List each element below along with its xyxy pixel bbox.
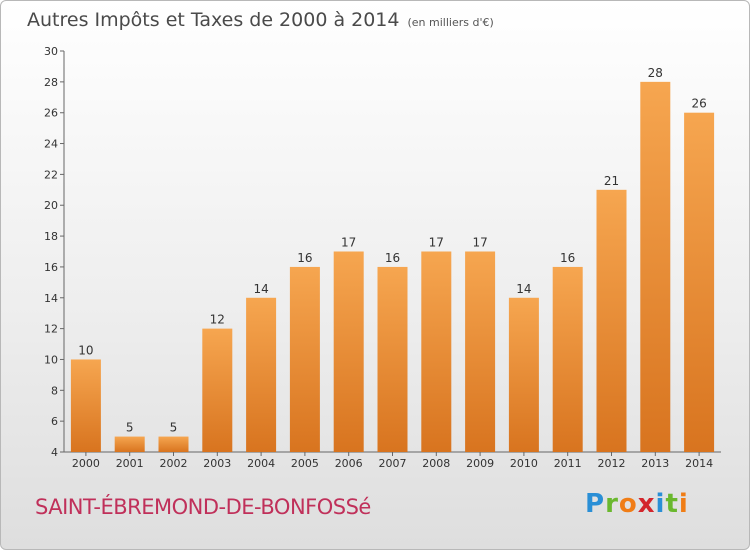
bar: [640, 81, 671, 452]
bar: [508, 297, 539, 452]
data-label: 17: [341, 236, 356, 250]
x-tick-label: 2012: [598, 457, 626, 470]
bar: [202, 328, 233, 452]
y-tick-label: 30: [44, 45, 58, 58]
y-tick-label: 14: [44, 292, 58, 305]
bar: [465, 251, 496, 452]
bar: [684, 112, 715, 452]
bar: [421, 251, 452, 452]
x-tick-label: 2009: [466, 457, 494, 470]
x-tick-label: 2005: [291, 457, 319, 470]
bar: [114, 436, 145, 452]
logo-letter: o: [618, 489, 638, 519]
x-tick-label: 2001: [116, 457, 144, 470]
x-tick-label: 2013: [641, 457, 669, 470]
data-label: 5: [170, 421, 178, 435]
x-tick-label: 2010: [510, 457, 538, 470]
y-tick-label: 4: [51, 446, 58, 459]
x-tick-label: 2000: [72, 457, 100, 470]
proxiti-logo: Proxiti: [585, 489, 689, 519]
data-label: 14: [516, 282, 531, 296]
x-tick-label: 2003: [203, 457, 231, 470]
x-tick-label: 2006: [335, 457, 363, 470]
data-label: 21: [604, 174, 619, 188]
x-tick-label: 2007: [379, 457, 407, 470]
x-tick-label: 2011: [554, 457, 582, 470]
logo-letter: x: [637, 489, 656, 519]
bar: [377, 266, 408, 452]
chart-title: Autres Impôts et Taxes de 2000 à 2014: [27, 9, 400, 31]
y-tick-label: 28: [44, 76, 58, 89]
bar: [158, 436, 189, 452]
y-tick-label: 24: [44, 138, 58, 151]
data-label: 10: [78, 343, 93, 357]
data-label: 14: [253, 282, 268, 296]
y-tick-label: 26: [44, 107, 58, 120]
logo-letter: t: [665, 489, 679, 519]
data-label: 16: [560, 251, 575, 265]
chart-subtitle: (en milliers d'€): [407, 16, 494, 29]
x-tick-label: 2004: [247, 457, 275, 470]
logo-letter: i: [678, 489, 689, 519]
logo-letter: r: [605, 489, 619, 519]
data-label: 17: [429, 236, 444, 250]
logo-letter: P: [585, 489, 606, 519]
bar: [289, 266, 320, 452]
x-tick-label: 2008: [422, 457, 450, 470]
bar: [70, 359, 101, 452]
y-tick-label: 22: [44, 168, 58, 181]
bar: [246, 297, 277, 452]
chart-title-row: Autres Impôts et Taxes de 2000 à 2014 (en…: [27, 9, 494, 31]
x-tick-label: 2014: [685, 457, 713, 470]
y-tick-label: 12: [44, 323, 58, 336]
y-tick-label: 8: [51, 384, 58, 397]
bar: [552, 266, 583, 452]
bar: [596, 189, 627, 453]
data-label: 16: [297, 251, 312, 265]
data-label: 28: [648, 66, 663, 80]
y-tick-label: 6: [51, 415, 58, 428]
y-tick-label: 20: [44, 199, 58, 212]
y-tick-label: 16: [44, 261, 58, 274]
logo-letter: i: [655, 489, 666, 519]
data-label: 16: [385, 251, 400, 265]
data-label: 17: [472, 236, 487, 250]
x-tick-label: 2002: [160, 457, 188, 470]
commune-name: SAINT-ÉBREMOND-DE-BONFOSSé: [35, 495, 371, 519]
data-label: 5: [126, 421, 134, 435]
data-label: 26: [691, 97, 706, 111]
y-tick-label: 18: [44, 230, 58, 243]
data-label: 12: [210, 313, 225, 327]
bar: [333, 251, 364, 452]
y-tick-label: 10: [44, 353, 58, 366]
